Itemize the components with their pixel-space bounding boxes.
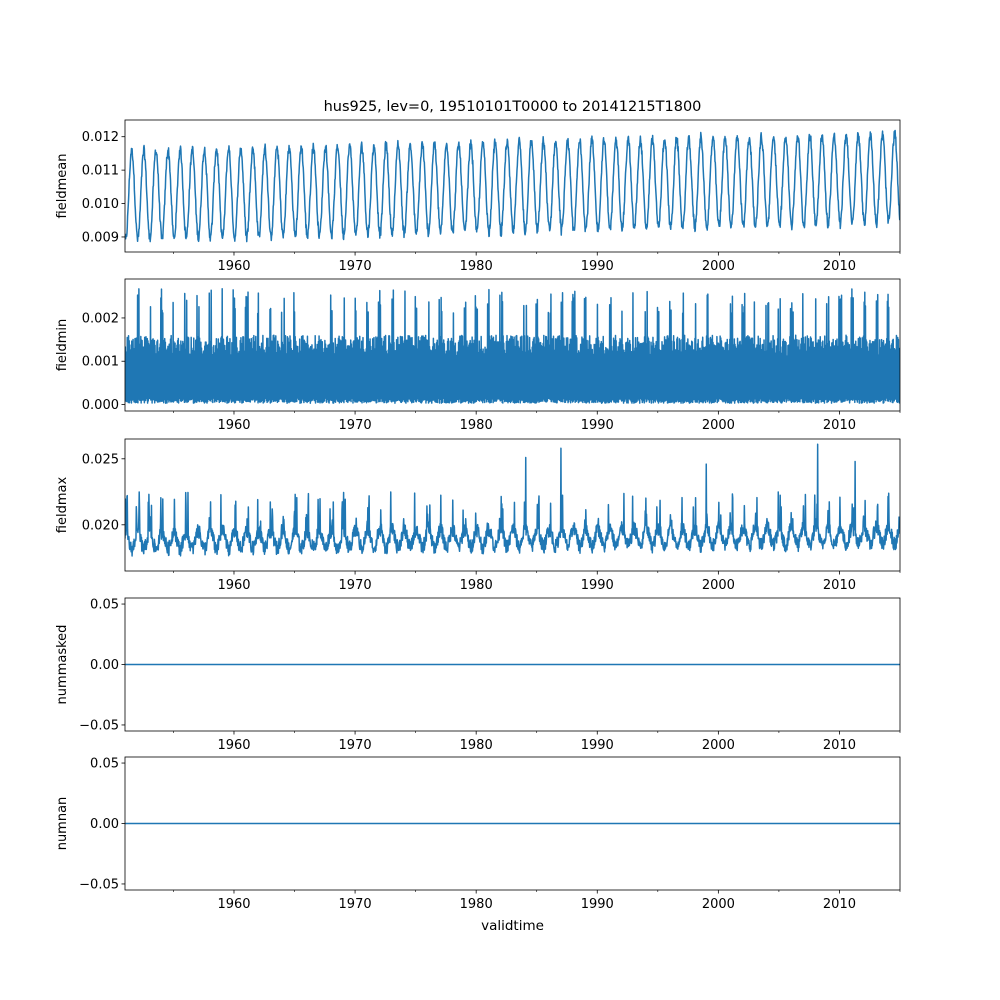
x-axis-label: validtime xyxy=(481,918,544,934)
fieldmax-axes-frame xyxy=(124,438,901,572)
x-tick-label: 2000 xyxy=(702,418,735,433)
y-tick-label: 0.010 xyxy=(82,197,119,212)
subplot-fieldmin: 1960 1970 1980 1990 2000 2010 0.000 0.001 0.002 f… xyxy=(55,278,901,433)
y-tick-label: 0.000 xyxy=(82,398,119,413)
fieldmax-series-line xyxy=(125,443,900,557)
y-tick-label: 0.011 xyxy=(82,164,119,179)
x-tick-label: 1970 xyxy=(339,259,372,274)
fieldmin-series-line xyxy=(125,288,900,404)
x-tick-label: 1960 xyxy=(217,259,250,274)
fieldmin-axes-frame xyxy=(124,278,901,412)
y-tick-label: 0.00 xyxy=(90,817,119,832)
chart-title: hus925, lev=0, 19510101T0000 to 20141215… xyxy=(324,99,702,115)
x-tick-label: 2000 xyxy=(702,578,735,593)
y-tick-label: 0.002 xyxy=(82,311,119,326)
y-axis-label-fieldmax: fieldmax xyxy=(55,477,70,534)
y-tick-label: 0.009 xyxy=(82,230,119,245)
y-tick-label: 0.020 xyxy=(82,518,119,533)
x-tick-label: 2010 xyxy=(823,259,856,274)
fieldmean-axes-frame xyxy=(124,119,901,253)
x-tick-label: 1960 xyxy=(217,897,250,912)
x-tick-label: 1970 xyxy=(339,897,372,912)
x-tick-label: 1960 xyxy=(217,418,250,433)
subplot-fieldmax: 1960 1970 1980 1990 2000 2010 0.020 0.025 fieldm… xyxy=(55,438,901,593)
y-tick-label: 0.05 xyxy=(90,598,119,613)
subplot-nummasked: 1960 1970 1980 1990 2000 2010 −0.05 0.00 0.05 num… xyxy=(55,598,901,753)
subplot-numnan: 1960 1970 1980 1990 2000 2010 −0.05 0.00 0.05 num… xyxy=(55,757,901,912)
y-tick-label: 0.025 xyxy=(82,452,119,467)
y-axis-label-numnan: numnan xyxy=(55,797,70,851)
y-axis-label-nummasked: nummasked xyxy=(55,625,70,705)
y-axis-label-fieldmin: fieldmin xyxy=(55,319,70,372)
fieldmean-series-line xyxy=(125,129,900,243)
y-axis-label-fieldmean: fieldmean xyxy=(55,154,70,219)
x-tick-label: 1980 xyxy=(460,738,493,753)
x-tick-label: 1970 xyxy=(339,578,372,593)
x-tick-label: 1970 xyxy=(339,738,372,753)
x-tick-label: 2010 xyxy=(823,738,856,753)
x-tick-label: 1990 xyxy=(581,259,614,274)
x-tick-label: 2000 xyxy=(702,897,735,912)
x-tick-label: 1980 xyxy=(460,259,493,274)
x-tick-label: 2000 xyxy=(702,738,735,753)
x-tick-label: 1990 xyxy=(581,418,614,433)
subplot-panels: 1960 1970 1980 1990 2000 2010 0.009 0.010 0.011 0… xyxy=(55,119,901,912)
x-tick-label: 1990 xyxy=(581,578,614,593)
x-tick-label: 2010 xyxy=(823,418,856,433)
y-tick-label: 0.012 xyxy=(82,130,119,145)
x-tick-label: 1980 xyxy=(460,897,493,912)
x-tick-label: 1970 xyxy=(339,418,372,433)
subplot-fieldmean: 1960 1970 1980 1990 2000 2010 0.009 0.010 0.011 0… xyxy=(55,119,901,274)
x-tick-label: 1990 xyxy=(581,738,614,753)
y-tick-label: −0.05 xyxy=(79,877,119,892)
x-tick-label: 2010 xyxy=(823,578,856,593)
x-tick-label: 1980 xyxy=(460,578,493,593)
x-tick-label: 1960 xyxy=(217,738,250,753)
y-tick-label: 0.00 xyxy=(90,658,119,673)
x-tick-label: 2000 xyxy=(702,259,735,274)
x-tick-label: 1980 xyxy=(460,418,493,433)
y-tick-label: −0.05 xyxy=(79,718,119,733)
y-tick-label: 0.05 xyxy=(90,757,119,772)
x-tick-label: 1960 xyxy=(217,578,250,593)
y-tick-label: 0.001 xyxy=(82,355,119,370)
x-tick-label: 2010 xyxy=(823,897,856,912)
x-tick-label: 1990 xyxy=(581,897,614,912)
